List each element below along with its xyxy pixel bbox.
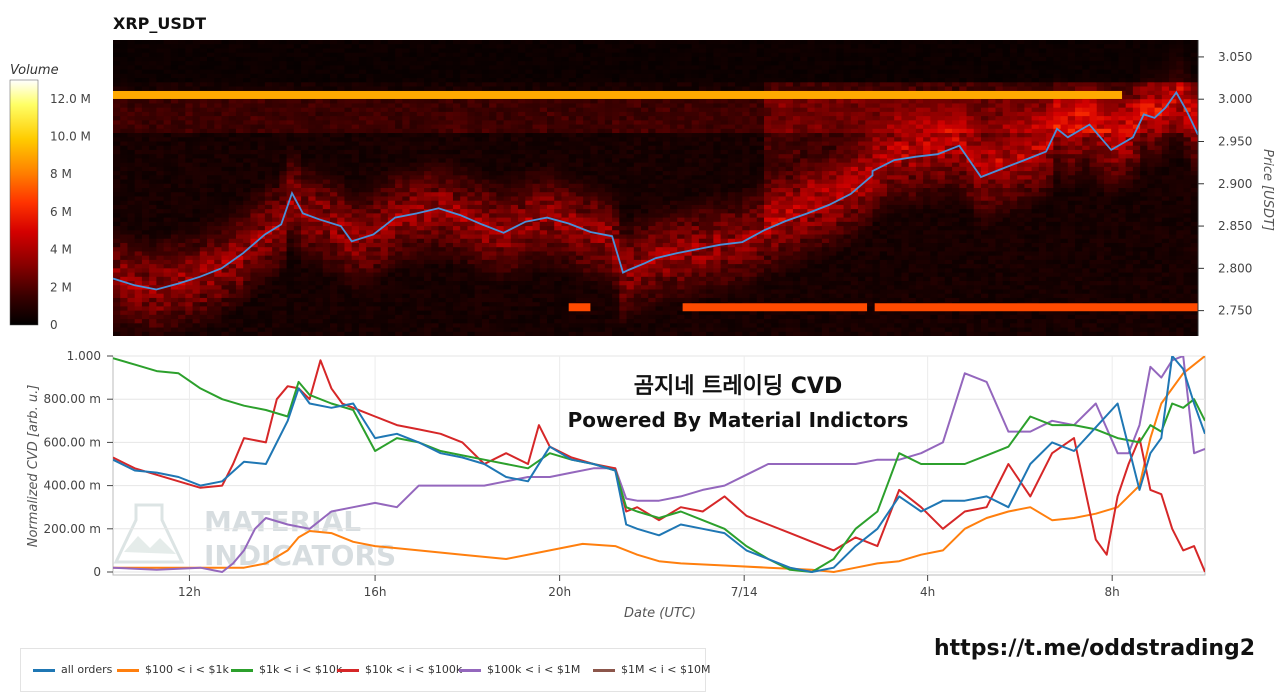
legend-item[interactable]: $100k < i < $1M: [459, 663, 580, 676]
liquidity-wall-2: [682, 303, 868, 312]
cvd-y-tick-label: 800.00 m: [44, 392, 102, 406]
legend-swatch: [231, 668, 253, 672]
cvd-x-tick-label: 12h: [178, 585, 201, 599]
colorbar-title: Volume: [10, 63, 59, 78]
legend-item[interactable]: $1k < i < $10k: [231, 663, 342, 676]
legend-item[interactable]: $100 < i < $1k: [117, 663, 229, 676]
cvd-series-2: [113, 357, 1205, 573]
colorbar-tick-label: 8 M: [50, 167, 72, 181]
heatmap-title: XRP_USDT: [113, 14, 206, 33]
cvd-series-0: [113, 356, 1205, 573]
legend-label: $100k < i < $1M: [487, 663, 581, 676]
cvd-y-axis: 0 200.00 m 400.00 m 600.00 m 800.00 m 1.000: [44, 349, 113, 579]
colorbar-tick-label: 0: [50, 318, 58, 332]
legend-label: $1M < i < $10M: [621, 663, 711, 676]
price-tick-label: 3.050: [1218, 50, 1252, 64]
legend-swatch: [459, 668, 481, 672]
legend-item[interactable]: all orders: [33, 663, 112, 676]
orderbook-heatmap: [113, 40, 1198, 336]
telegram-link[interactable]: https://t.me/oddstrading2: [934, 636, 1256, 661]
colorbar-ticks: 0 2 M 4 M 6 M 8 M 10.0 M 12.0 M: [50, 92, 91, 332]
colorbar-tick-label: 2 M: [50, 280, 72, 294]
price-tick-label: 2.900: [1218, 177, 1252, 191]
cvd-y-tick-label: 1.000: [67, 349, 101, 363]
price-tick-label: 2.950: [1218, 134, 1252, 148]
colorbar-tick-label: 12.0 M: [50, 92, 91, 106]
cvd-x-tick-label: 20h: [548, 585, 571, 599]
price-axis: 2.750 2.800 2.850 2.900 2.950 3.000 3.050: [1198, 50, 1252, 318]
price-tick-label: 3.000: [1218, 92, 1252, 106]
price-axis-title: Price [USDT]: [1260, 149, 1275, 231]
cvd-legend: all orders $100 < i < $1k $1k < i < $10k $1…: [20, 648, 710, 692]
legend-item[interactable]: $1M < i < $10M: [593, 663, 710, 676]
price-tick-label: 2.750: [1218, 304, 1252, 318]
colorbar-tick-label: 10.0 M: [50, 130, 91, 144]
colorbar-tick-label: 6 M: [50, 205, 72, 219]
legend-swatch: [337, 668, 359, 672]
legend-item[interactable]: $10k < i < $100k: [337, 663, 462, 676]
legend-swatch: [33, 668, 55, 672]
legend-label: $10k < i < $100k: [365, 663, 463, 676]
cvd-y-tick-label: 0: [93, 565, 101, 579]
overlay-title: 곰지네 트레이딩 CVD: [634, 374, 842, 399]
cvd-series-4: [113, 356, 1205, 573]
liquidity-wall-1: [568, 303, 591, 312]
cvd-x-axis-title: Date (UTC): [624, 606, 696, 621]
price-tick-label: 2.800: [1218, 261, 1252, 275]
cvd-y-axis-title: Normalized CVD [arb. u.]: [26, 385, 41, 548]
colorbar: [9, 79, 39, 326]
cvd-x-tick-label: 8h: [1105, 585, 1120, 599]
cvd-x-tick-label: 7/14: [731, 585, 758, 599]
overlay-subtitle: Powered By Material Indictors: [568, 408, 909, 432]
legend-swatch: [593, 668, 615, 672]
cvd-x-axis: 12h 16h 20h 7/14 4h 8h: [178, 575, 1120, 599]
price-tick-label: 2.850: [1218, 219, 1252, 233]
colorbar-tick-label: 4 M: [50, 243, 72, 257]
cvd-x-tick-label: 16h: [364, 585, 387, 599]
cvd-series-1: [113, 356, 1205, 573]
legend-label: $1k < i < $10k: [259, 663, 343, 676]
price-line: [113, 90, 1198, 291]
cvd-y-tick-label: 600.00 m: [44, 435, 102, 449]
cvd-x-tick-label: 4h: [920, 585, 935, 599]
legend-swatch: [117, 668, 139, 672]
liquidity-wall-3: [874, 303, 1198, 312]
legend-label: all orders: [61, 663, 113, 676]
legend-label: $100 < i < $1k: [145, 663, 229, 676]
cvd-y-tick-label: 400.00 m: [44, 479, 102, 493]
cvd-series-group: [113, 356, 1205, 573]
cvd-y-tick-label: 200.00 m: [44, 522, 102, 536]
liquidity-wall-0: [113, 90, 1123, 99]
